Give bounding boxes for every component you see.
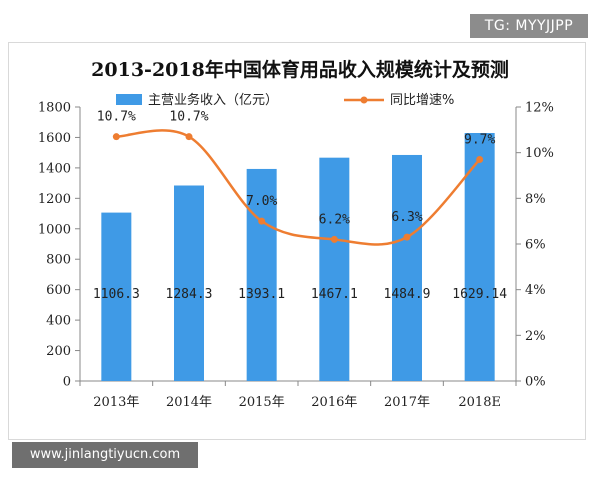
growth-line-path: [116, 129, 481, 246]
growth-point: [185, 133, 193, 141]
bar-value-label: 1106.3: [93, 287, 140, 302]
bar: [319, 157, 350, 381]
x-tick-label: 2013年: [93, 395, 139, 410]
watermark-badge: TG: MYYJJPP: [470, 14, 588, 38]
bar: [246, 168, 277, 381]
x-tick-label: 2017年: [384, 395, 430, 410]
growth-point: [112, 133, 120, 141]
axes: 0 200 400 600 800 1000 1200 1400 1600 1800 0% 2% 4% 6…: [38, 101, 554, 411]
y-right-tick-label: 0%: [525, 375, 546, 390]
bar-value-label: 1393.1: [238, 287, 285, 302]
y-left-tick-label: 0: [63, 375, 71, 390]
growth-point: [476, 156, 484, 164]
legend-line-marker: [360, 96, 368, 104]
bar: [464, 133, 495, 381]
y-left-tick-label: 1600: [38, 131, 71, 146]
y-left-tick-label: 1200: [38, 192, 71, 207]
x-tick-label: 2014年: [166, 395, 212, 410]
growth-value-label: 9.7%: [464, 133, 495, 148]
y-left-tick-label: 1000: [38, 222, 71, 237]
y-right-tick-label: 2%: [525, 329, 546, 344]
legend: 主营业务收入（亿元） 同比增速%: [116, 92, 454, 108]
legend-bar-label: 主营业务收入（亿元）: [148, 92, 278, 108]
x-tick-label: 2018E: [458, 395, 501, 410]
y-left-tick-label: 400: [46, 314, 71, 329]
y-right-tick-label: 10%: [525, 146, 554, 161]
y-left-tick-label: 800: [46, 253, 71, 268]
growth-value-label: 6.2%: [319, 212, 350, 227]
bar: [174, 185, 204, 381]
bar: [392, 154, 422, 381]
growth-point: [258, 217, 266, 225]
site-url-label: www.jinlangtiyucn.com: [12, 442, 198, 468]
y-left-tick-label: 1400: [38, 161, 71, 176]
y-right-tick-label: 8%: [525, 192, 546, 207]
y-right-tick-label: 6%: [525, 238, 546, 253]
y-left-tick-label: 600: [46, 283, 71, 298]
growth-value-label: 10.7%: [169, 110, 208, 125]
x-tick-label: 2015年: [239, 395, 285, 410]
bars: [101, 133, 495, 381]
y-right-tick-label: 12%: [525, 101, 554, 116]
bar: [101, 212, 132, 381]
growth-value-label: 7.0%: [246, 194, 277, 209]
bar-value-label: 1484.9: [384, 287, 431, 302]
y-left-tick-label: 1800: [38, 101, 71, 116]
chart-title: 2013-2018年中国体育用品收入规模统计及预测: [91, 58, 509, 81]
growth-point: [330, 235, 338, 243]
growth-value-label: 6.3%: [391, 210, 422, 225]
legend-line-label: 同比增速%: [390, 93, 454, 108]
growth-line: [112, 129, 484, 246]
x-tick-label: 2016年: [311, 395, 357, 410]
data-labels: 1106.3 1284.3 1393.1 1467.1 1484.9 1629.14 10.…: [93, 110, 507, 302]
legend-bar-swatch: [116, 94, 142, 105]
y-left-tick-label: 200: [46, 344, 71, 359]
growth-value-label: 10.7%: [97, 110, 136, 125]
y-right-tick-label: 4%: [525, 283, 546, 298]
growth-point: [403, 233, 411, 241]
bar-value-label: 1284.3: [166, 287, 213, 302]
bar-value-label: 1467.1: [311, 287, 358, 302]
bar-value-label: 1629.14: [452, 287, 507, 302]
